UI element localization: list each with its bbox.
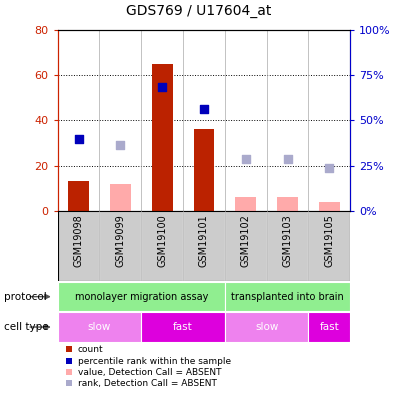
Point (201, 106, 207, 113)
Bar (141, 313, 225, 342)
Bar (183, 211, 225, 281)
Text: GSM19101: GSM19101 (199, 214, 209, 267)
Bar (193, 130, 215, 211)
Text: monolayer migration assay: monolayer migration assay (74, 292, 208, 302)
Text: transplanted into brain: transplanted into brain (231, 292, 344, 302)
Bar (319, 202, 340, 211)
Bar (141, 211, 183, 281)
Bar (58, 282, 225, 311)
Text: percentile rank within the sample: percentile rank within the sample (78, 357, 231, 366)
Point (285, 156, 291, 162)
Bar (277, 197, 298, 211)
Bar (308, 313, 350, 342)
Text: fast: fast (320, 322, 339, 332)
Text: slow: slow (255, 322, 278, 332)
Bar (225, 313, 308, 342)
Text: GDS769 / U17604_at: GDS769 / U17604_at (126, 4, 272, 18)
Point (117, 142, 124, 149)
Point (326, 164, 333, 171)
Text: GSM19105: GSM19105 (324, 214, 334, 267)
Bar (308, 211, 350, 281)
Point (243, 156, 249, 162)
Bar (152, 64, 173, 211)
Text: fast: fast (173, 322, 193, 332)
Bar (225, 211, 267, 281)
Bar (235, 197, 256, 211)
Bar (68, 181, 89, 211)
Text: GSM19103: GSM19103 (283, 214, 293, 267)
Point (76, 135, 82, 142)
Text: slow: slow (88, 322, 111, 332)
Bar (100, 211, 141, 281)
Bar (58, 313, 141, 342)
Text: protocol: protocol (4, 292, 47, 302)
Text: GSM19102: GSM19102 (241, 214, 251, 267)
Bar (225, 282, 350, 311)
Bar (58, 211, 100, 281)
Text: GSM19099: GSM19099 (115, 214, 125, 267)
Text: rank, Detection Call = ABSENT: rank, Detection Call = ABSENT (78, 379, 217, 388)
Point (159, 83, 166, 90)
Text: GSM19098: GSM19098 (74, 214, 84, 267)
Bar (110, 183, 131, 211)
Text: count: count (78, 345, 103, 354)
Text: cell type: cell type (4, 322, 49, 332)
Bar (267, 211, 308, 281)
Text: GSM19100: GSM19100 (157, 214, 167, 267)
Text: value, Detection Call = ABSENT: value, Detection Call = ABSENT (78, 368, 221, 377)
